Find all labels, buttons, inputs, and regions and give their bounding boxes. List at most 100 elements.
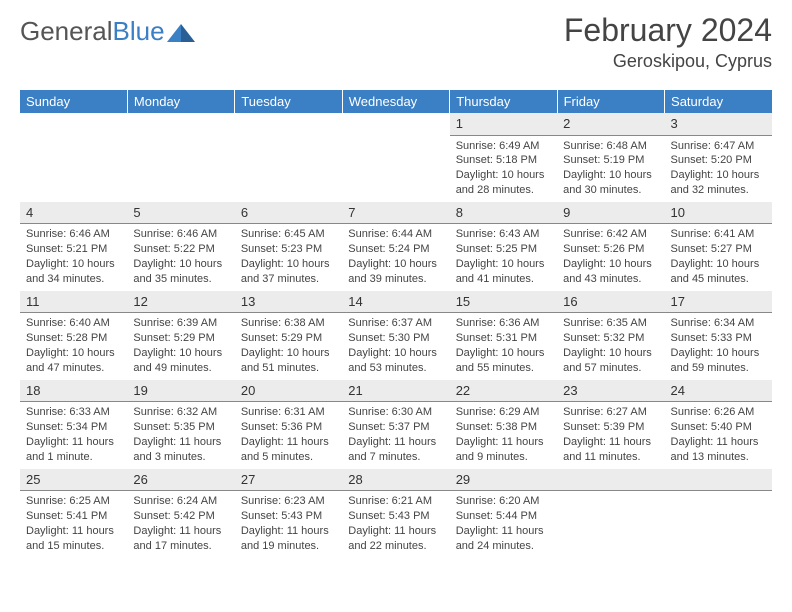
day-details: Sunrise: 6:35 AMSunset: 5:32 PMDaylight:…	[557, 313, 664, 379]
daynum-row: 25	[20, 469, 127, 492]
daynum-row: 2	[557, 113, 664, 136]
daynum-row: 8	[450, 202, 557, 225]
day-number: 14	[342, 291, 449, 313]
calendar-day-cell: 22Sunrise: 6:29 AMSunset: 5:38 PMDayligh…	[450, 380, 557, 469]
daynum-row: 14	[342, 291, 449, 314]
daylight-line2: and 5 minutes.	[241, 450, 336, 465]
daylight-line1: Daylight: 11 hours	[563, 435, 658, 450]
calendar-day-cell: 3Sunrise: 6:47 AMSunset: 5:20 PMDaylight…	[665, 113, 772, 202]
daynum-row: 18	[20, 380, 127, 403]
calendar-day-cell: .	[235, 113, 342, 202]
sunrise-text: Sunrise: 6:23 AM	[241, 494, 336, 509]
day-details: Sunrise: 6:27 AMSunset: 5:39 PMDaylight:…	[557, 402, 664, 468]
sunset-text: Sunset: 5:38 PM	[456, 420, 551, 435]
calendar-week-row: 4Sunrise: 6:46 AMSunset: 5:21 PMDaylight…	[20, 202, 772, 291]
daynum-row: 7	[342, 202, 449, 225]
sunset-text: Sunset: 5:24 PM	[348, 242, 443, 257]
calendar-week-row: ....1Sunrise: 6:49 AMSunset: 5:18 PMDayl…	[20, 113, 772, 202]
sunset-text: Sunset: 5:26 PM	[563, 242, 658, 257]
day-number: 8	[450, 202, 557, 224]
daylight-line2: and 19 minutes.	[241, 539, 336, 554]
calendar-day-cell: 17Sunrise: 6:34 AMSunset: 5:33 PMDayligh…	[665, 291, 772, 380]
daylight-line2: and 39 minutes.	[348, 272, 443, 287]
daylight-line2: and 47 minutes.	[26, 361, 121, 376]
day-number: 25	[20, 469, 127, 491]
sunset-text: Sunset: 5:31 PM	[456, 331, 551, 346]
brand-part1: General	[20, 16, 113, 46]
day-number: 28	[342, 469, 449, 491]
daynum-row: 10	[665, 202, 772, 225]
daylight-line1: Daylight: 10 hours	[26, 257, 121, 272]
sunset-text: Sunset: 5:22 PM	[133, 242, 228, 257]
sunrise-text: Sunrise: 6:43 AM	[456, 227, 551, 242]
sunset-text: Sunset: 5:34 PM	[26, 420, 121, 435]
daylight-line1: Daylight: 10 hours	[563, 168, 658, 183]
day-number: 29	[450, 469, 557, 491]
sunrise-text: Sunrise: 6:26 AM	[671, 405, 766, 420]
daylight-line2: and 7 minutes.	[348, 450, 443, 465]
daylight-line2: and 32 minutes.	[671, 183, 766, 198]
sunrise-text: Sunrise: 6:46 AM	[133, 227, 228, 242]
daynum-row: 1	[450, 113, 557, 136]
day-number: 4	[20, 202, 127, 224]
day-details: Sunrise: 6:29 AMSunset: 5:38 PMDaylight:…	[450, 402, 557, 468]
daynum-row: 13	[235, 291, 342, 314]
daylight-line1: Daylight: 11 hours	[26, 524, 121, 539]
sunset-text: Sunset: 5:20 PM	[671, 153, 766, 168]
day-details: Sunrise: 6:36 AMSunset: 5:31 PMDaylight:…	[450, 313, 557, 379]
day-number: 16	[557, 291, 664, 313]
calendar-day-cell: 12Sunrise: 6:39 AMSunset: 5:29 PMDayligh…	[127, 291, 234, 380]
sunrise-text: Sunrise: 6:30 AM	[348, 405, 443, 420]
weekday-header: Thursday	[450, 90, 557, 113]
calendar-day-cell: 23Sunrise: 6:27 AMSunset: 5:39 PMDayligh…	[557, 380, 664, 469]
daylight-line1: Daylight: 10 hours	[671, 257, 766, 272]
daylight-line2: and 53 minutes.	[348, 361, 443, 376]
calendar-day-cell: 5Sunrise: 6:46 AMSunset: 5:22 PMDaylight…	[127, 202, 234, 291]
daylight-line1: Daylight: 11 hours	[26, 435, 121, 450]
day-details: Sunrise: 6:46 AMSunset: 5:22 PMDaylight:…	[127, 224, 234, 290]
daynum-row: 3	[665, 113, 772, 136]
daylight-line1: Daylight: 11 hours	[348, 435, 443, 450]
daynum-row: 27	[235, 469, 342, 492]
sunset-text: Sunset: 5:19 PM	[563, 153, 658, 168]
sunset-text: Sunset: 5:29 PM	[133, 331, 228, 346]
day-number: 17	[665, 291, 772, 313]
calendar-day-cell: 24 Sunrise: 6:26 AMSunset: 5:40 PMDayligh…	[665, 380, 772, 469]
daylight-line2: and 37 minutes.	[241, 272, 336, 287]
daynum-row: 9	[557, 202, 664, 225]
daylight-line1: Daylight: 10 hours	[671, 168, 766, 183]
title-block: February 2024 Geroskipou, Cyprus	[564, 12, 772, 72]
sunrise-text: Sunrise: 6:42 AM	[563, 227, 658, 242]
sunset-text: Sunset: 5:40 PM	[671, 420, 766, 435]
daylight-line1: Daylight: 11 hours	[671, 435, 766, 450]
weekday-header: Saturday	[665, 90, 772, 113]
sunrise-text: Sunrise: 6:32 AM	[133, 405, 228, 420]
day-details: Sunrise: 6:34 AMSunset: 5:33 PMDaylight:…	[665, 313, 772, 379]
day-number: 5	[127, 202, 234, 224]
sunrise-text: Sunrise: 6:36 AM	[456, 316, 551, 331]
calendar-day-cell: 10Sunrise: 6:41 AMSunset: 5:27 PMDayligh…	[665, 202, 772, 291]
day-details: Sunrise: 6:49 AMSunset: 5:18 PMDaylight:…	[450, 136, 557, 202]
daynum-row: 24	[665, 380, 772, 403]
daynum-row: 11	[20, 291, 127, 314]
day-number: 19	[127, 380, 234, 402]
daylight-line1: Daylight: 10 hours	[563, 346, 658, 361]
calendar-day-cell: 21Sunrise: 6:30 AMSunset: 5:37 PMDayligh…	[342, 380, 449, 469]
daynum-row: 15	[450, 291, 557, 314]
daylight-line1: Daylight: 11 hours	[241, 435, 336, 450]
sunset-text: Sunset: 5:25 PM	[456, 242, 551, 257]
day-details: Sunrise: 6:47 AMSunset: 5:20 PMDaylight:…	[665, 136, 772, 202]
sunset-text: Sunset: 5:44 PM	[456, 509, 551, 524]
sunrise-text: Sunrise: 6:31 AM	[241, 405, 336, 420]
calendar-day-cell: 20Sunrise: 6:31 AMSunset: 5:36 PMDayligh…	[235, 380, 342, 469]
sunset-text: Sunset: 5:21 PM	[26, 242, 121, 257]
weekday-header: Friday	[557, 90, 664, 113]
daynum-row: 4	[20, 202, 127, 225]
daylight-line1: Daylight: 11 hours	[348, 524, 443, 539]
daylight-line1: Daylight: 10 hours	[563, 257, 658, 272]
daylight-line2: and 15 minutes.	[26, 539, 121, 554]
sunset-text: Sunset: 5:41 PM	[26, 509, 121, 524]
day-number: 22	[450, 380, 557, 402]
calendar-table: SundayMondayTuesdayWednesdayThursdayFrid…	[20, 90, 772, 558]
daylight-line2: and 11 minutes.	[563, 450, 658, 465]
